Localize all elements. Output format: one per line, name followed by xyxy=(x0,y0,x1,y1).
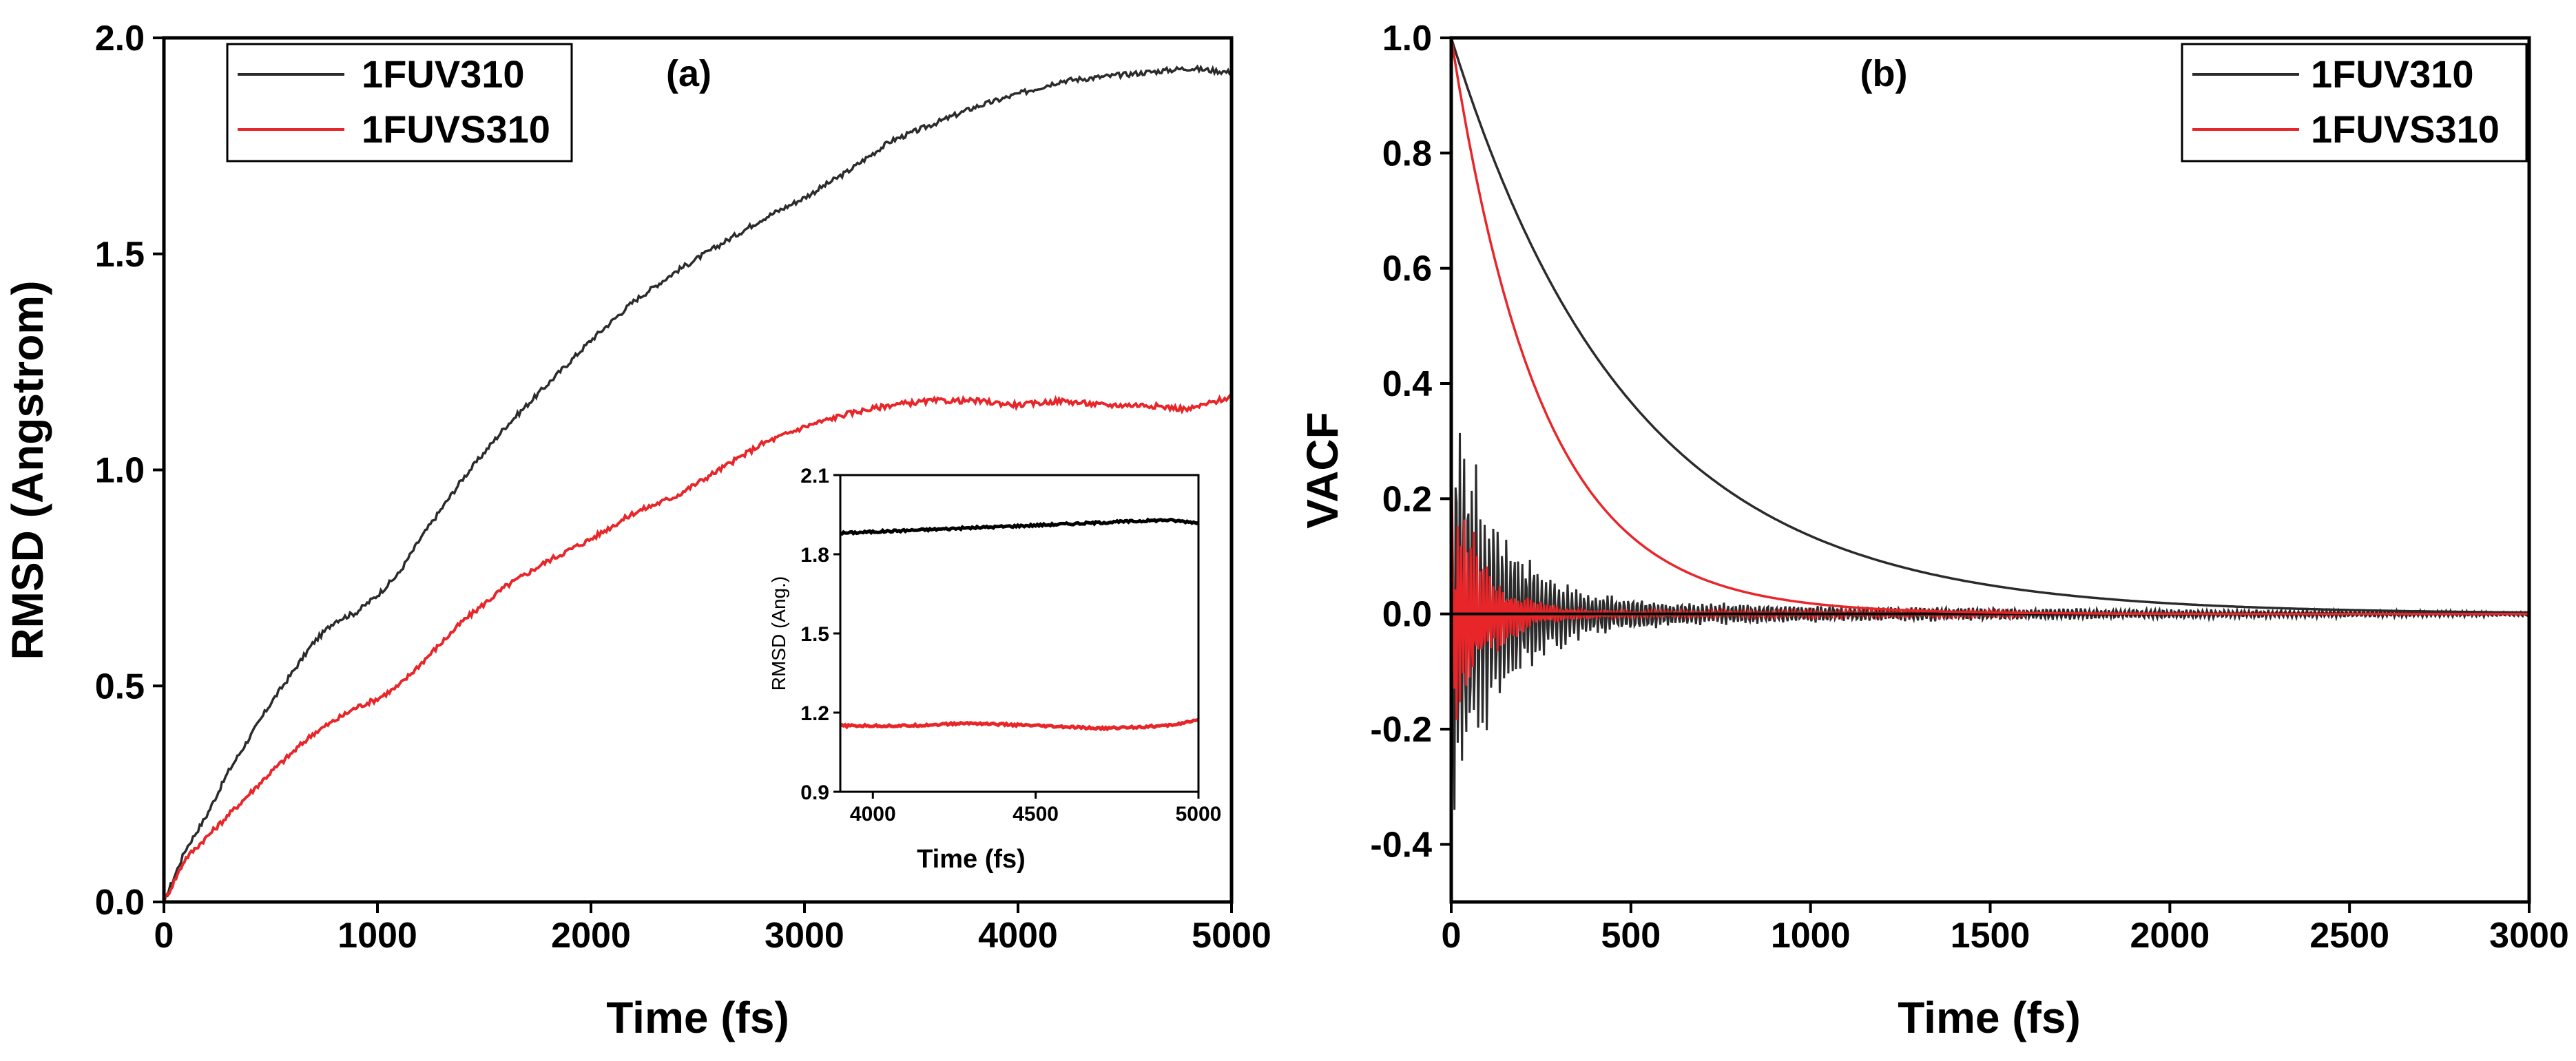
inset-y-tick-label: 2.1 xyxy=(800,465,829,487)
panel-a-x-tick-label: 2000 xyxy=(551,916,631,956)
panel-b-x-axis-title: Time (fs) xyxy=(1898,993,2081,1042)
panel-b-y-tick-label: 0.4 xyxy=(1382,364,1432,404)
panel-b-y-tick-label: 1.0 xyxy=(1382,19,1432,59)
panel-a-y-tick-label: 1.0 xyxy=(95,451,145,491)
panel-b-y-axis-title: VACF xyxy=(1298,412,1347,528)
panel-a-series-line-1fuv310 xyxy=(163,64,1232,903)
panel-b-legend-label-1fuv310: 1FUV310 xyxy=(2311,52,2474,96)
panel-b-x-tick-label: 500 xyxy=(1601,916,1661,956)
panel-b-y-tick-label: -0.4 xyxy=(1370,825,1432,865)
panel-a-ticks: 0 1000 2000 3000 4000 5000 0.0 0.5 1.0 1.5 2.0 xyxy=(95,19,1271,956)
panel-b-x-tick-label: 0 xyxy=(1442,916,1462,956)
inset-curves xyxy=(839,517,1200,732)
panel-a-series-line-1fuvs310 xyxy=(163,394,1232,903)
inset-series-line-1fuvs310 xyxy=(839,717,1199,732)
panel-a-y-axis-title: RMSD (Angstrom) xyxy=(3,280,52,660)
panel-a-x-tick-label: 4000 xyxy=(978,916,1058,956)
panel-b-label: (b) xyxy=(1860,53,1908,94)
panel-b-x-tick-label: 3000 xyxy=(2489,916,2569,956)
inset-y-tick-label: 1.5 xyxy=(800,623,829,646)
panel-a-x-tick-label: 0 xyxy=(154,916,174,956)
panel-b-curves xyxy=(1450,37,2530,810)
panel-a-x-axis-title: Time (fs) xyxy=(606,993,789,1042)
panel-a-legend-label-1fuvs310: 1FUVS310 xyxy=(362,107,550,151)
panel-a-y-tick-label: 2.0 xyxy=(95,19,145,59)
panel-b-ticks: 0 500 1000 1500 2000 2500 3000 -0.4 -0.2 0.0 0.2 0.… xyxy=(1370,19,2568,956)
panel-a-x-tick-label: 5000 xyxy=(1192,916,1271,956)
panel-b-legend: 1FUV310 1FUVS310 xyxy=(2181,43,2528,162)
panel-b-legend-box xyxy=(2181,43,2528,162)
panel-a-x-tick-label: 3000 xyxy=(765,916,844,956)
inset-x-tick-label: 4500 xyxy=(1012,803,1059,826)
panel-b-y-tick-label: 0.6 xyxy=(1382,249,1432,289)
panel-a-curves xyxy=(163,64,1232,903)
panel-a-label: (a) xyxy=(666,53,711,94)
inset-y-tick-label: 1.8 xyxy=(800,544,829,567)
inset-series-line-1fuv310 xyxy=(840,517,1200,536)
panel-a-legend-box xyxy=(226,43,573,162)
inset-x-tick-label: 4000 xyxy=(850,803,896,826)
panel-b-legend-label-1fuvs310: 1FUVS310 xyxy=(2311,107,2500,151)
panel-b-oscillation-1fuv310 xyxy=(1450,432,2530,810)
panel-b-plot-frame xyxy=(1449,36,2531,904)
panel-b-x-tick-label: 2000 xyxy=(2130,916,2210,956)
inset-x-axis-title: Time (fs) xyxy=(917,845,1026,874)
panel-a-rmsd-chart: 0 1000 2000 3000 4000 5000 0.0 0.5 1.0 1.5 2.0 (a)… xyxy=(3,19,1271,1042)
panel-b-vacf-chart: 0 500 1000 1500 2000 2500 3000 -0.4 -0.2 0.0 0.2 0.… xyxy=(1298,19,2569,1042)
panel-b-y-tick-label: 0.2 xyxy=(1382,479,1432,519)
panel-b-y-tick-label: 0.0 xyxy=(1382,595,1432,635)
inset-y-tick-label: 1.2 xyxy=(800,702,829,725)
panel-b-x-tick-label: 1000 xyxy=(1771,916,1851,956)
panel-a-inset-chart: 4000 4500 5000 0.9 1.2 1.5 1.8 2.1 Time (fs) RM… xyxy=(768,465,1221,874)
panel-a-x-tick-label: 1000 xyxy=(337,916,417,956)
inset-y-tick-label: 0.9 xyxy=(800,781,829,804)
panel-b-x-tick-label: 2500 xyxy=(2309,916,2389,956)
panel-b-y-tick-label: 0.8 xyxy=(1382,134,1432,174)
panel-a-legend: 1FUV310 1FUVS310 xyxy=(226,43,573,162)
panel-b-x-tick-label: 1500 xyxy=(1951,916,2030,956)
panel-a-y-tick-label: 0.5 xyxy=(95,666,145,706)
panel-b-decay-line-1fuv310 xyxy=(1450,37,2529,614)
panel-a-y-tick-label: 1.5 xyxy=(95,235,145,275)
inset-ticks: 4000 4500 5000 0.9 1.2 1.5 1.8 2.1 xyxy=(800,465,1221,826)
panel-b-decay-line-1fuvs310 xyxy=(1450,37,2529,616)
panel-b-y-tick-label: -0.2 xyxy=(1370,710,1432,750)
panel-a-y-tick-label: 0.0 xyxy=(95,883,145,923)
inset-x-tick-label: 5000 xyxy=(1176,803,1222,826)
inset-y-axis-title: RMSD (Ang.) xyxy=(768,576,789,691)
panel-a-legend-label-1fuv310: 1FUV310 xyxy=(362,52,525,96)
